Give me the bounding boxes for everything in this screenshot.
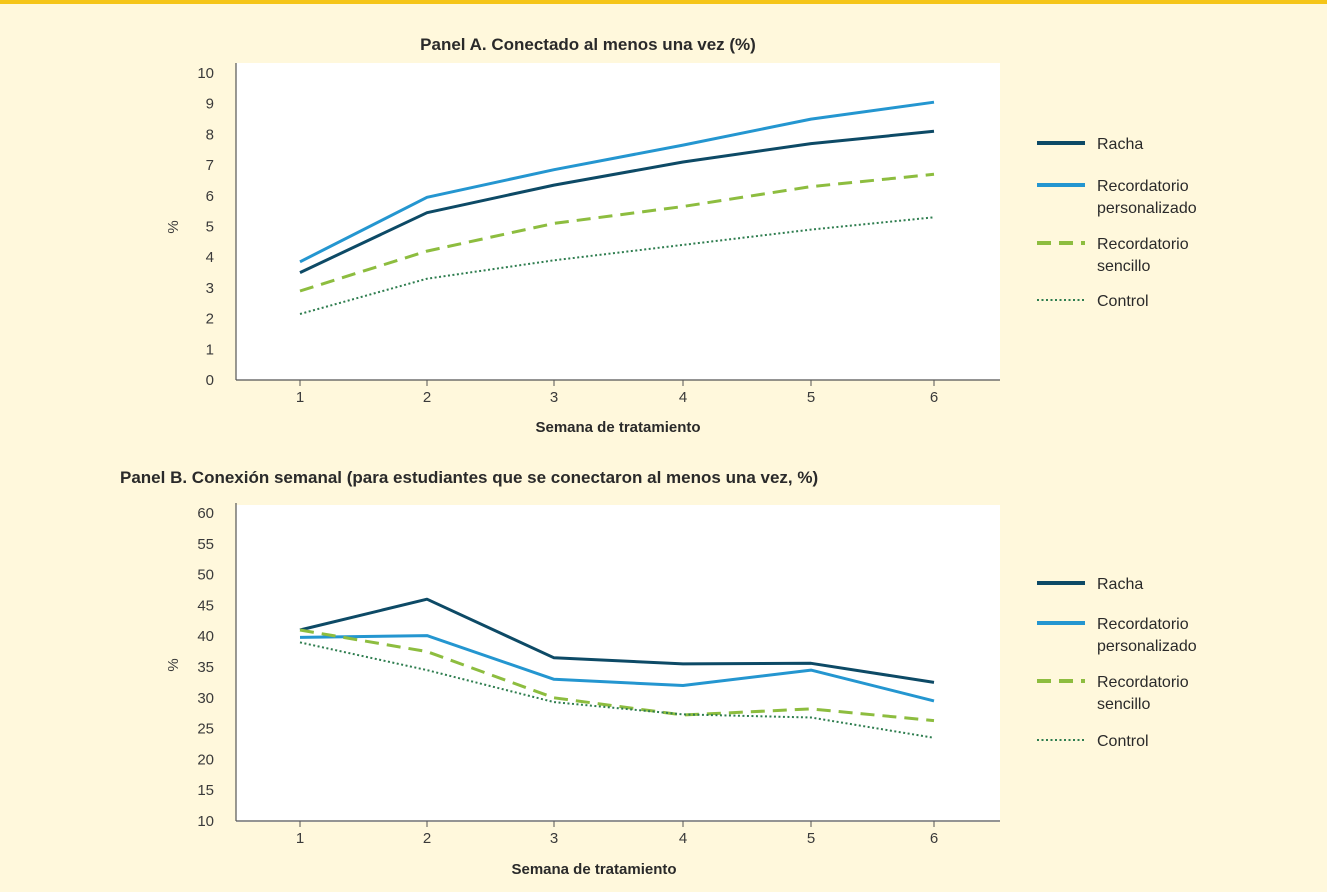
panel-a-x-tick-label: 6 bbox=[930, 389, 938, 406]
panel-a-y-tick-label: 8 bbox=[206, 126, 214, 143]
panel-b-y-tick-label: 35 bbox=[197, 659, 214, 676]
panel-b-legend-item-control: Control bbox=[1037, 733, 1149, 750]
panel-b-x-tick-label: 1 bbox=[296, 830, 304, 847]
top-accent-rule bbox=[0, 0, 1327, 4]
panel-a-series-recordatorio-sencillo bbox=[299, 172, 935, 293]
panel-b-series-recordatorio-personalizado bbox=[299, 634, 935, 703]
panel-a-x-tick-label: 1 bbox=[296, 389, 304, 406]
panel-a: Panel A. Conectado al menos una vez (%) … bbox=[165, 35, 1197, 436]
panel-a-y-tick-label: 9 bbox=[206, 96, 214, 113]
panel-a-x-tick-label: 5 bbox=[807, 389, 815, 406]
legend-label: Racha bbox=[1097, 136, 1143, 153]
panel-a-y-tick-label: 7 bbox=[206, 157, 214, 174]
panel-a-y-tick-label: 0 bbox=[206, 372, 214, 389]
panel-a-legend-item-recordatorio-sencillo: Recordatorio sencillo bbox=[1037, 236, 1189, 275]
panel-b-y-tick-label: 40 bbox=[197, 628, 214, 645]
legend-label-line2: personalizado bbox=[1097, 200, 1197, 217]
panel-a-x-tick-label: 3 bbox=[550, 389, 558, 406]
legend-label: Racha bbox=[1097, 576, 1143, 593]
legend-label: Recordatorio bbox=[1097, 674, 1189, 691]
panel-b-x-tick-label: 6 bbox=[930, 830, 938, 847]
panel-a-y-tick-label: 1 bbox=[206, 341, 214, 358]
panel-b-y-tick-label: 55 bbox=[197, 536, 214, 553]
legend-label: Recordatorio bbox=[1097, 178, 1189, 195]
panel-b-lines bbox=[299, 597, 935, 739]
panel-a-legend-item-racha: Racha bbox=[1037, 136, 1143, 153]
panel-a-series-control bbox=[299, 216, 935, 315]
legend-label-line2: sencillo bbox=[1097, 696, 1150, 713]
panel-a-y-tick-label: 10 bbox=[197, 65, 214, 82]
panel-b-x-tick-label: 4 bbox=[679, 830, 687, 847]
legend-label: Control bbox=[1097, 733, 1149, 750]
panel-a-series-recordatorio-personalizado bbox=[299, 100, 935, 264]
panel-a-title: Panel A. Conectado al menos una vez (%) bbox=[420, 35, 756, 54]
panel-a-lines bbox=[299, 100, 935, 315]
panel-b-x-tick-label: 5 bbox=[807, 830, 815, 847]
panel-b-y-axis-title: % bbox=[165, 658, 182, 671]
panel-b-title: Panel B. Conexión semanal (para estudian… bbox=[120, 468, 818, 487]
panel-b-y-tick-label: 45 bbox=[197, 597, 214, 614]
panel-b-y-tick-label: 20 bbox=[197, 751, 214, 768]
panel-a-x-axis-title: Semana de tratamiento bbox=[535, 419, 700, 436]
panel-b-y-tick-label: 15 bbox=[197, 782, 214, 799]
panel-b-plot-area bbox=[236, 505, 1000, 822]
legend-label-line2: sencillo bbox=[1097, 258, 1150, 275]
panel-a-y-axis-title: % bbox=[165, 220, 182, 233]
legend-label-line2: personalizado bbox=[1097, 638, 1197, 655]
panel-a-legend-item-recordatorio-personalizado: Recordatorio personalizado bbox=[1037, 178, 1197, 217]
panel-b-x-axis-title: Semana de tratamiento bbox=[511, 861, 676, 878]
panel-a-legend: RachaRecordatoriopersonalizadoRecordator… bbox=[1037, 136, 1197, 310]
panel-a-series-racha bbox=[299, 129, 935, 274]
panel-b-legend-item-recordatorio-personalizado: Recordatorio personalizado bbox=[1037, 616, 1197, 655]
panel-b-y-tick-label: 50 bbox=[197, 567, 214, 584]
panel-b-x-tick-label: 3 bbox=[550, 830, 558, 847]
panel-b-legend-item-racha: Racha bbox=[1037, 576, 1143, 593]
panel-b-legend-item-recordatorio-sencillo: Recordatorio sencillo bbox=[1037, 674, 1189, 713]
panel-a-ticks: 0 1 2 3 4 5 6 7 8 9 10 1 2 3 4 5 6 bbox=[197, 63, 1000, 406]
panel-a-y-tick-label: 5 bbox=[206, 219, 214, 236]
panel-a-y-tick-label: 3 bbox=[206, 280, 214, 297]
panel-a-y-tick-label: 6 bbox=[206, 188, 214, 205]
panel-a-x-tick-label: 2 bbox=[423, 389, 431, 406]
panel-b-y-tick-label: 10 bbox=[197, 813, 214, 830]
legend-label: Recordatorio bbox=[1097, 236, 1189, 253]
panel-a-y-tick-label: 4 bbox=[206, 249, 214, 266]
panel-b-series-control bbox=[299, 641, 935, 739]
panel-a-legend-item-control: Control bbox=[1037, 293, 1149, 310]
panel-b-series-racha bbox=[299, 597, 935, 684]
panel-b: Panel B. Conexión semanal (para estudian… bbox=[120, 468, 1197, 878]
panel-a-y-tick-label: 2 bbox=[206, 311, 214, 328]
panel-b-y-tick-label: 25 bbox=[197, 721, 214, 738]
panel-a-x-tick-label: 4 bbox=[679, 389, 687, 406]
panel-b-x-tick-label: 2 bbox=[423, 830, 431, 847]
panel-b-y-tick-label: 30 bbox=[197, 690, 214, 707]
legend-label: Recordatorio bbox=[1097, 616, 1189, 633]
panel-a-plot-area bbox=[236, 63, 1000, 380]
panel-b-y-tick-label: 60 bbox=[197, 505, 214, 522]
panel-b-legend: RachaRecordatoriopersonalizadoRecordator… bbox=[1037, 576, 1197, 750]
legend-label: Control bbox=[1097, 293, 1149, 310]
